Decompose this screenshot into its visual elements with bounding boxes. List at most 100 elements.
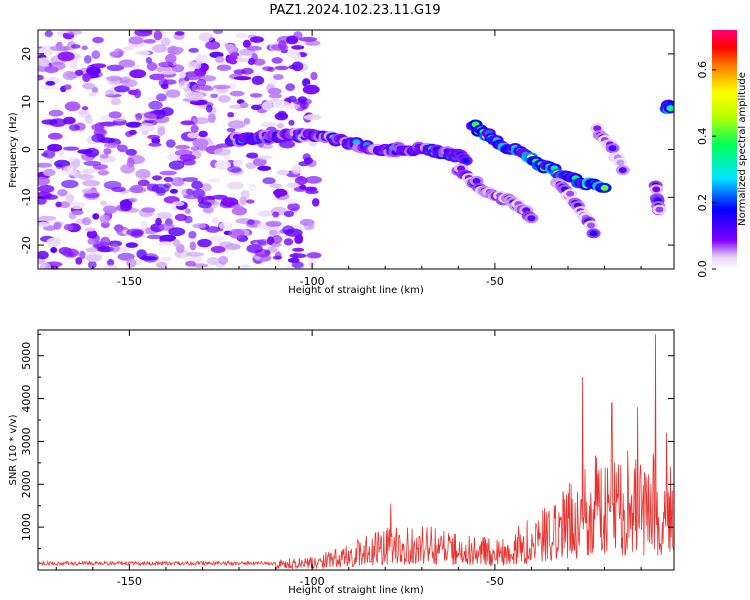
heatmap-noise-cell — [165, 53, 177, 64]
heatmap-noise-cell — [158, 241, 173, 246]
heatmap-noise-cell — [311, 198, 320, 207]
heatmap-noise-cell — [108, 111, 122, 119]
heatmap-noise-cell — [307, 221, 315, 230]
heatmap-noise-cell — [305, 40, 321, 46]
heatmap-noise-cell — [213, 148, 231, 156]
heatmap-noise-cell — [103, 264, 118, 269]
heatmap-noise-cell — [189, 241, 197, 251]
heatmap-noise-cell — [57, 189, 68, 197]
heatmap-noise-cell — [38, 250, 49, 260]
heatmap-noise-cell — [287, 202, 300, 212]
heatmap-noise-cell — [257, 155, 273, 160]
heatmap-noise-cell — [43, 149, 56, 159]
heatmap-noise-cell — [120, 203, 132, 212]
heatmap-noise-cell — [99, 121, 117, 127]
heatmap-noise-cell — [213, 30, 224, 35]
heatmap-noise-cell — [91, 133, 106, 143]
heatmap-noise-cell — [121, 79, 138, 88]
heatmap-noise-cell — [68, 156, 76, 162]
heatmap-noise-cell — [272, 100, 290, 109]
heatmap-noise-cell — [62, 70, 77, 81]
heatmap-noise-cell — [288, 64, 298, 70]
heatmap-noise-cell — [179, 72, 186, 79]
heatmap-noise-cell — [68, 124, 81, 131]
heatmap-noise-cell — [246, 152, 259, 159]
heatmap-noise-cell — [96, 246, 115, 253]
heatmap-noise-cell — [155, 261, 168, 268]
heatmap-noise-cell — [120, 164, 135, 174]
heatmap-ridge-cell — [587, 222, 595, 229]
heatmap-noise-cell — [38, 176, 51, 186]
snr-frame — [37, 329, 675, 571]
heatmap-noise-cell — [225, 43, 236, 53]
heatmap-noise-cell — [304, 186, 318, 192]
snr-x-axis-label: Height of straight line (km) — [288, 585, 424, 596]
heatmap-noise-cell — [103, 205, 117, 214]
snr-y-tick-label: 1000 — [20, 513, 33, 541]
heatmap-noise-cell — [190, 146, 199, 151]
heatmap-noise-cell — [122, 46, 134, 51]
heatmap-noise-cell — [38, 221, 50, 227]
heatmap-noise-cell — [272, 211, 280, 218]
heatmap-noise-cell — [271, 57, 283, 64]
snr-y-axis-label: SNR (10 * v/v) — [8, 414, 19, 485]
spectrogram-y-ticks: -20 -10 0 10 20 — [20, 47, 674, 254]
heatmap-noise-cell — [200, 86, 214, 92]
heatmap-noise-cell — [127, 154, 145, 165]
heatmap-noise-cell — [155, 217, 162, 226]
heatmap-noise-cell — [186, 251, 204, 257]
heatmap-ridge-cell — [616, 159, 625, 166]
heatmap-noise-cell — [146, 62, 158, 71]
heatmap-noise-cell — [186, 71, 202, 81]
heatmap-noise-cell — [163, 176, 174, 182]
heatmap-noise-cell — [82, 168, 95, 174]
heatmap-noise-cell — [305, 176, 322, 184]
heatmap-noise-cell — [143, 111, 161, 119]
heatmap-noise-cell — [156, 212, 173, 220]
heatmap-noise-cell — [57, 51, 75, 62]
heatmap-noise-cell — [148, 100, 163, 110]
heatmap-noise-cell — [137, 179, 150, 187]
snr-y-tick-label: 4000 — [20, 385, 33, 413]
heatmap-noise-cell — [276, 123, 285, 129]
spectrogram-y-tick-label: 0 — [20, 146, 33, 153]
heatmap-noise-cell — [253, 157, 267, 167]
heatmap-noise-cell — [85, 247, 99, 253]
heatmap-noise-cell — [267, 87, 282, 95]
heatmap-noise-cell — [63, 84, 72, 90]
heatmap-noise-cell — [135, 168, 151, 179]
heatmap-noise-cell — [286, 182, 299, 189]
heatmap-noise-cell — [128, 89, 139, 96]
heatmap-noise-cell — [67, 30, 83, 35]
heatmap-noise-cell — [74, 69, 84, 76]
heatmap-noise-cell — [78, 174, 94, 180]
spectrogram-x-tick-label: -50 — [486, 275, 504, 288]
heatmap-noise-cell — [192, 138, 209, 148]
heatmap-noise-cell — [299, 36, 318, 42]
heatmap-noise-cell — [196, 78, 207, 87]
colorbar-ticks: 0.0 0.2 0.4 0.6 — [696, 61, 716, 278]
heatmap-noise-cell — [302, 84, 320, 95]
heatmap-noise-cell — [148, 142, 162, 147]
heatmap-noise-cell — [69, 201, 85, 210]
heatmap-noise-cell — [229, 90, 245, 97]
heatmap-noise-cell — [174, 213, 187, 222]
heatmap-noise-cell — [239, 264, 252, 269]
heatmap-noise-cell — [159, 70, 177, 75]
heatmap-noise-cell — [87, 238, 96, 245]
heatmap-noise-cell — [175, 144, 191, 150]
heatmap-noise-cell — [145, 57, 153, 64]
heatmap-noise-cell — [40, 85, 59, 90]
heatmap-noise-cell — [38, 191, 53, 200]
heatmap-noise-cell — [63, 223, 74, 231]
heatmap-noise-cell — [71, 210, 84, 216]
heatmap-noise-cell — [146, 234, 164, 240]
heatmap-noise-cell — [227, 166, 242, 173]
heatmap-noise-cell — [66, 193, 75, 204]
heatmap-noise-cell — [268, 93, 282, 99]
heatmap-noise-cell — [140, 220, 148, 230]
heatmap-noise-cell — [43, 168, 56, 177]
heatmap-noise-cell — [55, 163, 63, 169]
heatmap-noise-cell — [206, 256, 220, 266]
